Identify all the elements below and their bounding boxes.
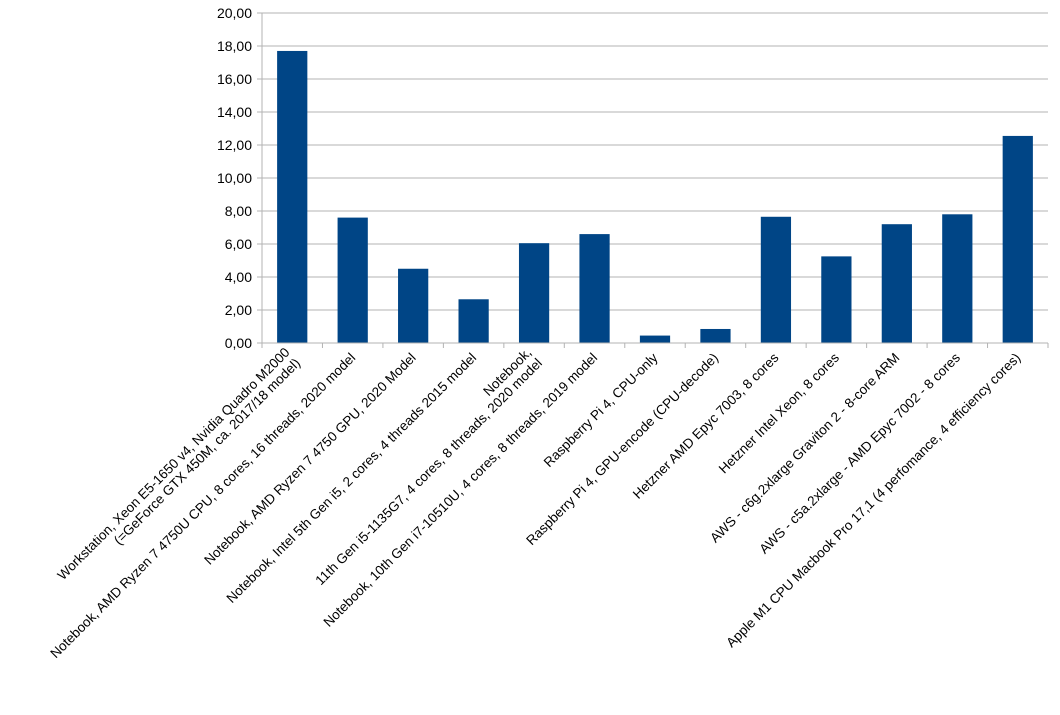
axes xyxy=(261,13,1049,348)
y-tick-label: 8,00 xyxy=(225,203,252,219)
x-category-label: Hetzner Intel Xeon, 8 cores xyxy=(716,350,842,476)
x-category-label-line: Workstation, Xeon E5-1650 v4, Nvidia Qua… xyxy=(55,345,293,583)
y-axis-tick-labels: 0,00 2,00 4,00 6,00 8,00 10,00 12,00 14,00 16,00… xyxy=(217,5,252,351)
bar xyxy=(518,243,550,343)
y-tick-label: 2,00 xyxy=(225,302,252,318)
x-category-label-line: Notebook, AMD Ryzen 7 4750 GPU, 2020 Mod… xyxy=(201,350,419,568)
x-category-label: Notebook, AMD Ryzen 7 4750 GPU, 2020 Mod… xyxy=(201,350,419,568)
y-tick-label: 10,00 xyxy=(217,170,252,186)
x-category-label: Raspberry Pi 4, CPU-only xyxy=(541,350,661,470)
bar xyxy=(277,50,308,343)
bar xyxy=(579,234,610,343)
y-tick-label: 20,00 xyxy=(217,5,252,21)
y-tick-label: 16,00 xyxy=(217,71,252,87)
y-tick-label: 6,00 xyxy=(225,236,252,252)
bar xyxy=(337,217,368,343)
y-tick-label: 18,00 xyxy=(217,38,252,54)
x-category-label: Apple M1 CPU Macbook Pro 17,1 (4 perfoma… xyxy=(723,350,1023,650)
bar xyxy=(700,328,731,343)
bars xyxy=(277,50,1033,343)
y-tick-label: 12,00 xyxy=(217,137,252,153)
x-category-label-line: Notebook, AMD Ryzen 7 4750U CPU, 8 cores… xyxy=(47,350,358,661)
gridlines xyxy=(257,12,1048,344)
bar xyxy=(458,299,489,343)
x-category-label-line: Hetzner Intel Xeon, 8 cores xyxy=(716,350,842,476)
y-tick-label: 14,00 xyxy=(217,104,252,120)
bar xyxy=(942,214,973,343)
y-tick-label: 4,00 xyxy=(225,269,252,285)
bar xyxy=(881,224,912,343)
x-category-label: Notebook, 10th Gen i7-10510U, 4 cores, 8… xyxy=(321,350,601,630)
x-category-label-line: Apple M1 CPU Macbook Pro 17,1 (4 perfoma… xyxy=(723,350,1023,650)
bar xyxy=(639,335,671,343)
x-axis-category-labels: Workstation, Xeon E5-1650 v4, Nvidia Qua… xyxy=(47,345,1023,661)
x-category-label: Notebook,11th Gen i5-1135G7, 4 cores, 8 … xyxy=(312,345,545,588)
x-category-label: Notebook, AMD Ryzen 7 4750U CPU, 8 cores… xyxy=(47,350,358,661)
x-category-label-line: Raspberry Pi 4, CPU-only xyxy=(541,350,661,470)
bar xyxy=(398,268,429,343)
bar xyxy=(1002,135,1033,343)
x-category-label-line: (=GeForce GTX 450M, ca. 2017/18 model) xyxy=(111,355,303,547)
bar xyxy=(760,216,792,343)
y-tick-label: 0,00 xyxy=(225,335,252,351)
bar xyxy=(821,256,852,343)
x-category-label-line: Notebook, 10th Gen i7-10510U, 4 cores, 8… xyxy=(321,350,601,630)
